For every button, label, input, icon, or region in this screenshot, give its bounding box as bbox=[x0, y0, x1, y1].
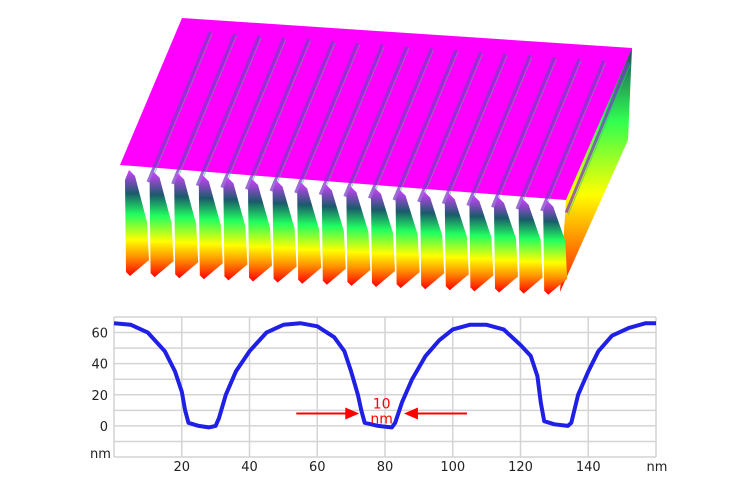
x-tick-label: 80 bbox=[377, 460, 394, 475]
ridge-groove-edge bbox=[469, 57, 533, 208]
ridge-groove-edge bbox=[223, 39, 287, 190]
ridge-groove-edge bbox=[272, 42, 336, 194]
ridge-groove bbox=[294, 42, 359, 194]
ridge-front bbox=[297, 182, 322, 284]
ridge-groove-edge bbox=[493, 59, 557, 210]
ridge-front bbox=[321, 184, 346, 285]
ridge-groove bbox=[171, 33, 236, 185]
ridge-groove bbox=[195, 35, 261, 187]
ridge-front bbox=[518, 198, 543, 294]
ridge-groove bbox=[368, 47, 433, 199]
ridge-groove-edge bbox=[543, 62, 607, 213]
ridge-front bbox=[420, 191, 445, 290]
ridge-groove bbox=[466, 54, 532, 206]
ridge-groove bbox=[491, 56, 556, 208]
ridge-front bbox=[272, 180, 297, 283]
ridge-front bbox=[174, 173, 199, 279]
ridge-groove-edge bbox=[247, 41, 311, 192]
ridge-groove-edge bbox=[297, 44, 361, 195]
left-arrowhead bbox=[345, 407, 360, 420]
y-axis-label: nm bbox=[90, 447, 111, 462]
ridge-front bbox=[395, 189, 420, 289]
ridge-groove bbox=[318, 44, 384, 196]
ridge-groove bbox=[146, 31, 212, 183]
ridge-groove bbox=[515, 58, 581, 210]
ridge-front bbox=[223, 177, 248, 281]
annotation-value: 10 bbox=[373, 396, 391, 412]
ridge-front bbox=[248, 179, 272, 282]
surface-side bbox=[560, 48, 632, 292]
ridge-groove bbox=[392, 49, 458, 201]
y-tick-label: 60 bbox=[91, 327, 108, 342]
ridge-groove-edge bbox=[198, 37, 262, 188]
ridge-front bbox=[198, 175, 223, 280]
x-axis-label: nm bbox=[647, 460, 668, 475]
ridge-groove bbox=[441, 53, 507, 205]
x-tick-label: 20 bbox=[173, 460, 190, 475]
ridge-groove-edge bbox=[395, 51, 459, 203]
width-annotation: 10 nm bbox=[296, 396, 467, 427]
x-tick-label: 120 bbox=[508, 460, 533, 475]
ridge-groove-edge bbox=[444, 55, 508, 206]
x-tick-label: 100 bbox=[440, 460, 465, 475]
ridge-groove-edge bbox=[321, 46, 385, 197]
ridge-front bbox=[469, 195, 494, 292]
y-tick-label: 40 bbox=[91, 358, 108, 373]
ridge-groove bbox=[220, 36, 286, 188]
y-tick-label: 20 bbox=[91, 389, 108, 404]
ridge-front bbox=[149, 171, 174, 278]
ridge-groove-edge bbox=[420, 53, 484, 204]
ridge-groove-edge bbox=[567, 64, 631, 215]
ridge-front bbox=[494, 197, 518, 293]
ridge-groove bbox=[245, 38, 310, 190]
ridge-front bbox=[371, 188, 395, 287]
ridge-front bbox=[543, 200, 568, 295]
ridge-groove-edge bbox=[346, 48, 410, 199]
ridge-groove bbox=[269, 40, 335, 192]
x-tick-label: 60 bbox=[309, 460, 326, 475]
y-tick-label: 0 bbox=[100, 420, 108, 435]
ridge-front bbox=[444, 193, 469, 291]
ridge-groove bbox=[564, 62, 630, 214]
right-arrowhead bbox=[403, 407, 418, 420]
ridge-groove-edge bbox=[370, 50, 434, 201]
ridge-front bbox=[125, 170, 149, 276]
profile-line bbox=[113, 321, 656, 430]
x-tick-label: 140 bbox=[576, 460, 601, 475]
x-tick-label: 40 bbox=[241, 460, 258, 475]
ridge-groove-edge bbox=[174, 35, 238, 186]
ridge-front bbox=[346, 186, 371, 286]
ridge-groove bbox=[343, 45, 409, 197]
ridge-groove-edge bbox=[149, 33, 213, 185]
annotation-unit: nm bbox=[370, 411, 393, 427]
ridge-groove bbox=[540, 60, 605, 212]
ridge-groove-edge bbox=[518, 60, 582, 212]
ridge-groove bbox=[417, 51, 482, 203]
afm-3d-surface bbox=[120, 18, 632, 295]
